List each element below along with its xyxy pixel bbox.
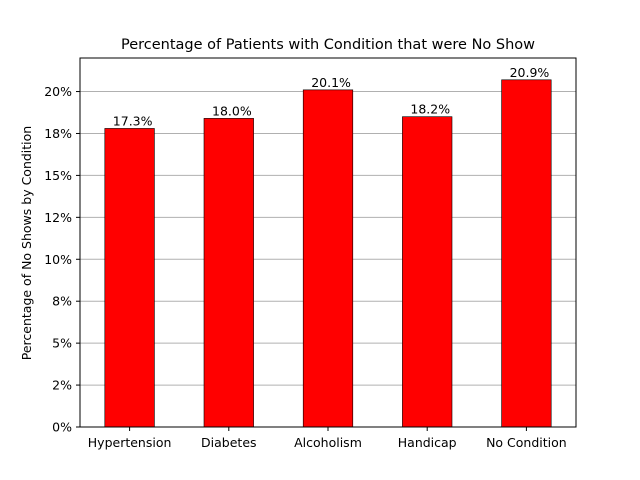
y-tick-label: 0% (52, 420, 72, 435)
x-axis-ticks: Hypertension Diabetes Alcoholism Handicap No… (88, 427, 567, 450)
bar (402, 116, 453, 428)
plot-frame (79, 57, 577, 428)
y-axis-ticks: 0% 2% 5% 8% 10% 12% 15% 18% 20% (44, 84, 80, 435)
bars (104, 79, 552, 428)
data-label: 18.2% (410, 102, 450, 117)
x-tick-label: Diabetes (201, 435, 257, 450)
y-tick-label: 2% (52, 378, 72, 393)
y-tick-label: 10% (44, 252, 72, 267)
y-tick-label: 5% (52, 336, 72, 351)
bar (501, 79, 552, 428)
y-tick-label: 8% (52, 294, 72, 309)
data-labels: 17.3% 18.0% 20.1% 18.2% 20.9% (113, 65, 550, 129)
y-tick-label: 12% (44, 210, 72, 225)
data-label: 18.0% (212, 103, 252, 118)
x-tick-label: Hypertension (88, 435, 172, 450)
bar (104, 128, 155, 428)
data-label: 17.3% (113, 113, 153, 128)
chart-title: Percentage of Patients with Condition th… (121, 37, 535, 53)
y-tick-label: 20% (44, 84, 72, 99)
y-tick-label: 15% (44, 168, 72, 183)
x-tick-label: Alcoholism (294, 435, 362, 450)
y-tick-label: 18% (44, 126, 72, 141)
y-axis-label: Percentage of No Shows by Condition (19, 126, 34, 360)
x-tick-label: Handicap (398, 435, 457, 450)
x-tick-label: No Condition (486, 435, 567, 450)
bar (203, 118, 254, 428)
data-label: 20.9% (510, 65, 550, 80)
data-label: 20.1% (311, 75, 351, 90)
bar (302, 89, 354, 428)
